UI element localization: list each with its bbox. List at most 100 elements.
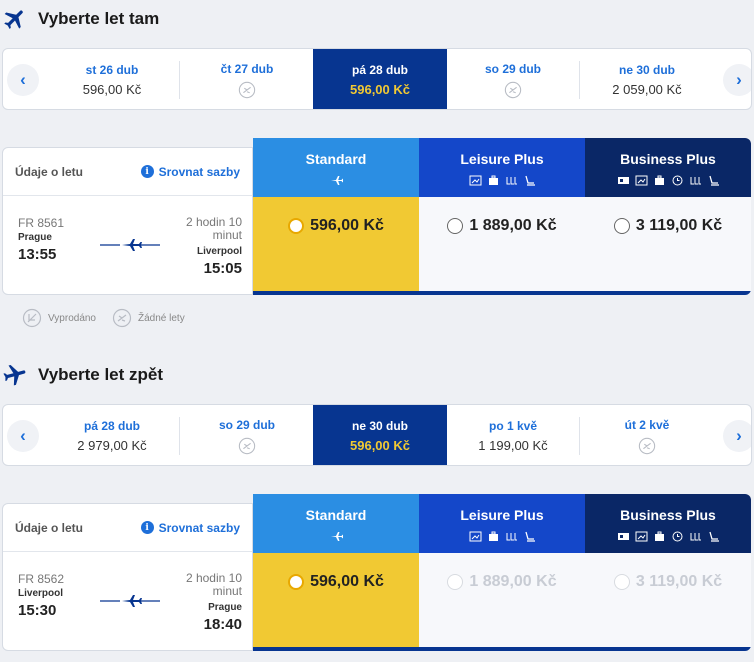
fare-price-row[interactable]: 3 119,00 Kč — [585, 217, 751, 235]
outbound-fare-leisure-plus[interactable]: Leisure Plus 1 889,00 Kč — [419, 138, 585, 295]
flight-info-label: Údaje o letu — [15, 520, 84, 535]
recline-seat-icon — [524, 531, 535, 542]
fare-price: 596,00 Kč — [310, 217, 384, 234]
date-price: 596,00 Kč — [82, 82, 142, 97]
date-price: 596,00 Kč — [350, 82, 410, 97]
chevron-right-icon: › — [723, 64, 751, 96]
luggage-icon — [488, 531, 498, 541]
compare-fares-label: Srovnat sazby — [158, 520, 240, 535]
fare-radio[interactable] — [613, 218, 630, 234]
fare-price: 1 889,00 Kč — [469, 217, 557, 234]
luggage-icon — [488, 175, 498, 185]
departure-city: Liverpool — [18, 588, 64, 599]
fare-radio[interactable] — [447, 218, 464, 234]
outbound-date-strip: ‹ st 26 dub 596,00 Kč čt 27 dub pá 28 du… — [2, 48, 752, 110]
fare-name: Business Plus — [620, 151, 716, 167]
inbound-fare-standard[interactable]: Standard 596,00 Kč — [253, 494, 419, 651]
inbound-date-3[interactable]: po 1 kvě 1 199,00 Kč — [447, 405, 579, 465]
departure-time: 15:30 — [18, 602, 57, 619]
date-price: 596,00 Kč — [350, 438, 410, 453]
fare-body[interactable]: 596,00 Kč — [253, 553, 419, 651]
date-label: ne 30 dub — [618, 63, 675, 77]
seat-icon — [506, 533, 517, 541]
route-plane-icon — [100, 595, 160, 607]
arrival-time: 18:40 — [203, 616, 242, 633]
legend: Vyprodáno Žádné lety — [22, 308, 193, 328]
inbound-date-1: so 29 dub — [180, 405, 314, 465]
seat-icon — [690, 533, 701, 541]
fare-body[interactable]: 596,00 Kč — [253, 197, 419, 295]
date-label: so 29 dub — [484, 61, 541, 76]
outbound-next-dates-button[interactable]: › — [719, 49, 751, 109]
outbound-fare-business-plus[interactable]: Business Plus 3 119,00 Kč — [585, 138, 751, 295]
inbound-date-4: út 2 kvě — [580, 405, 714, 465]
inbound-prev-dates-button[interactable]: ‹ — [3, 405, 43, 465]
inbound-date-2-selected[interactable]: ne 30 dub 596,00 Kč — [313, 405, 447, 465]
fare-name: Leisure Plus — [460, 507, 544, 523]
date-price: 1 199,00 Kč — [478, 438, 548, 453]
chevron-right-icon: › — [723, 420, 751, 452]
ticket-icon — [617, 177, 629, 184]
outbound-date-1: čt 27 dub — [180, 49, 314, 109]
date-label: so 29 dub — [218, 417, 275, 432]
inbound-flight-info: Údaje o letu i Srovnat sazby FR 8562 Live… — [2, 503, 253, 651]
fare-price: 596,00 Kč — [310, 573, 384, 590]
priority-icon — [635, 175, 647, 186]
compare-fares-label: Srovnat sazby — [158, 164, 240, 179]
fare-body[interactable]: 3 119,00 Kč — [585, 197, 751, 295]
outbound-date-0[interactable]: st 26 dub 596,00 Kč — [45, 49, 179, 109]
compare-fares-link[interactable]: i Srovnat sazby — [140, 164, 240, 179]
recline-seat-icon — [708, 531, 719, 542]
seat-icon — [690, 177, 701, 185]
compare-fares-link[interactable]: i Srovnat sazby — [140, 520, 240, 535]
recline-seat-icon — [708, 175, 719, 186]
departure-city: Prague — [18, 232, 52, 243]
fare-body[interactable]: 1 889,00 Kč — [419, 197, 585, 295]
date-label: st 26 dub — [85, 63, 139, 77]
date-label: po 1 kvě — [488, 419, 538, 433]
inbound-next-dates-button[interactable]: › — [719, 405, 751, 465]
priority-icon — [469, 175, 481, 186]
date-label: ne 30 dub — [351, 419, 408, 433]
info-icon: i — [140, 165, 154, 178]
chevron-left-icon: ‹ — [7, 420, 39, 452]
no-flights-icon — [638, 437, 656, 454]
recline-seat-icon — [524, 175, 535, 186]
inbound-title: Vyberte let zpět — [0, 360, 163, 390]
plane-icon — [3, 364, 26, 386]
outbound-flight-info: Údaje o letu i Srovnat sazby FR 8561 Prag… — [2, 147, 253, 295]
plane-icon — [4, 10, 23, 29]
fare-price-row[interactable]: 596,00 Kč — [253, 573, 419, 591]
ticket-icon — [617, 533, 629, 540]
fare-price-row: 3 119,00 Kč — [585, 573, 751, 591]
inbound-date-0[interactable]: pá 28 dub 2 979,00 Kč — [45, 405, 179, 465]
arrival-city: Prague — [208, 602, 242, 613]
fare-radio — [613, 574, 630, 590]
fare-price-row[interactable]: 1 889,00 Kč — [419, 217, 585, 235]
fare-price: 1 889,00 Kč — [469, 573, 557, 590]
inbound-title-text: Vyberte let zpět — [38, 365, 164, 384]
sold-out-icon — [22, 308, 42, 328]
fare-radio[interactable] — [288, 218, 305, 234]
outbound-title: Vyberte let tam — [0, 4, 159, 34]
outbound-date-3: so 29 dub — [447, 49, 579, 109]
fare-price: 3 119,00 Kč — [635, 573, 723, 590]
flight-duration: 2 hodin 10 minut — [185, 215, 242, 242]
no-flights-icon — [238, 81, 256, 98]
info-icon: i — [140, 521, 154, 534]
flight-duration: 2 hodin 10 minut — [185, 571, 242, 598]
legend-sold-out-label: Vyprodáno — [48, 312, 96, 324]
fare-price-row[interactable]: 596,00 Kč — [253, 217, 419, 235]
date-label: čt 27 dub — [220, 61, 274, 76]
outbound-fare-standard[interactable]: Standard 596,00 Kč — [253, 138, 419, 295]
outbound-date-4[interactable]: ne 30 dub 2 059,00 Kč — [580, 49, 714, 109]
clock-icon — [672, 175, 682, 186]
date-price: 2 059,00 Kč — [612, 82, 682, 97]
fare-body: 1 889,00 Kč — [419, 553, 585, 651]
outbound-prev-dates-button[interactable]: ‹ — [3, 49, 43, 109]
outbound-date-2-selected[interactable]: pá 28 dub 596,00 Kč — [313, 49, 447, 109]
outbound-title-text: Vyberte let tam — [38, 9, 160, 28]
fare-radio[interactable] — [288, 574, 305, 590]
date-label: pá 28 dub — [351, 63, 408, 77]
date-price: 2 979,00 Kč — [77, 438, 147, 453]
